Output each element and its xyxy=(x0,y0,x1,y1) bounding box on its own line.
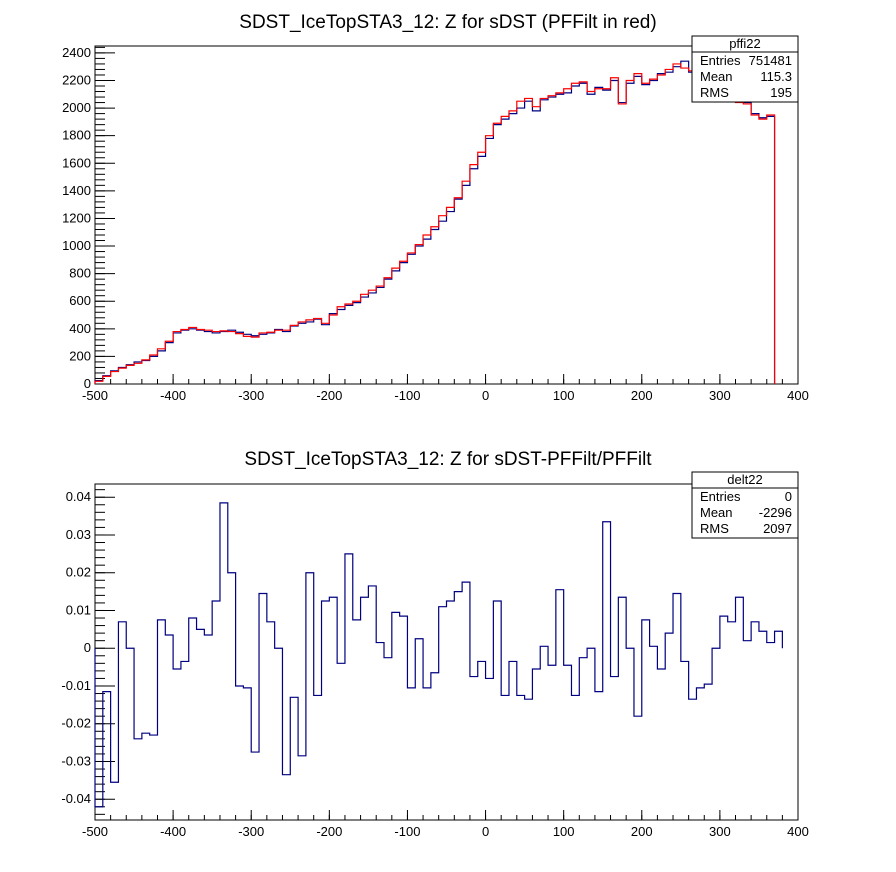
x-tick-label: -400 xyxy=(160,388,186,403)
y-tick-label: 0 xyxy=(84,376,91,391)
x-tick-label: 300 xyxy=(709,824,731,839)
y-tick-label: 200 xyxy=(69,348,91,363)
x-tick-label: -500 xyxy=(82,824,108,839)
y-tick-label: 600 xyxy=(69,293,91,308)
x-tick-label: 0 xyxy=(482,388,489,403)
bottom-axis-ticks: -500 -400 -300 -200 -100 0 100 200 300 400 -0.04 -0… xyxy=(61,489,809,839)
x-tick-label: -200 xyxy=(316,388,342,403)
x-tick-label: 400 xyxy=(787,388,809,403)
bottom-stats-entries-value: 0 xyxy=(785,489,792,504)
y-tick-label: 400 xyxy=(69,321,91,336)
y-tick-label: -0.01 xyxy=(61,678,91,693)
y-tick-label: 0.01 xyxy=(66,602,91,617)
y-tick-label: 0.02 xyxy=(66,565,91,580)
y-tick-label: 0.03 xyxy=(66,527,91,542)
bottom-stats-rms-value: 2097 xyxy=(763,521,792,536)
top-frame xyxy=(94,45,799,385)
x-tick-label: 100 xyxy=(553,824,575,839)
x-tick-label: 400 xyxy=(787,824,809,839)
y-tick-label: -0.02 xyxy=(61,716,91,731)
y-tick-label: 1400 xyxy=(62,183,91,198)
bottom-stats-name: delt22 xyxy=(727,472,762,487)
y-tick-label: 2000 xyxy=(62,100,91,115)
top-panel: SDST_IceTopSTA3_12: Z for sDST (PFFilt i… xyxy=(62,12,809,403)
bottom-title: SDST_IceTopSTA3_12: Z for sDST-PFFilt/PF… xyxy=(244,449,652,470)
top-series-group xyxy=(94,60,776,384)
y-tick-label: 1800 xyxy=(62,128,91,143)
top-stats-mean-label: Mean xyxy=(700,69,733,84)
y-tick-label: 2400 xyxy=(62,45,91,60)
bottom-stats-frame xyxy=(691,471,799,539)
y-tick-label: 1200 xyxy=(62,210,91,225)
x-tick-label: -300 xyxy=(238,388,264,403)
bottom-series-group xyxy=(94,502,783,808)
x-tick-label: 100 xyxy=(553,388,575,403)
bottom-stats-mean-label: Mean xyxy=(700,505,733,520)
top-stats-box: pffi22 Entries 751481 Mean 115.3 RMS 195 xyxy=(691,35,799,103)
y-tick-label: -0.04 xyxy=(61,791,91,806)
series-0-line xyxy=(94,502,783,808)
bottom-panel: SDST_IceTopSTA3_12: Z for sDST-PFFilt/PF… xyxy=(61,449,808,839)
top-title: SDST_IceTopSTA3_12: Z for sDST (PFFilt i… xyxy=(239,12,656,33)
top-stats-rms-value: 195 xyxy=(770,85,792,100)
bottom-stats-entries-label: Entries xyxy=(700,489,741,504)
x-tick-label: -500 xyxy=(82,388,108,403)
x-tick-label: 0 xyxy=(482,824,489,839)
x-tick-label: -200 xyxy=(316,824,342,839)
series-0-line xyxy=(94,60,776,384)
top-stats-rms-label: RMS xyxy=(700,85,729,100)
x-tick-label: 200 xyxy=(631,824,653,839)
y-tick-label: 1600 xyxy=(62,155,91,170)
x-tick-label: -100 xyxy=(394,388,420,403)
y-tick-label: 1000 xyxy=(62,238,91,253)
y-tick-label: -0.03 xyxy=(61,753,91,768)
series-1-line xyxy=(94,63,776,384)
y-tick-label: 800 xyxy=(69,266,91,281)
top-stats-mean-value: 115.3 xyxy=(760,69,792,84)
x-tick-label: -400 xyxy=(160,824,186,839)
top-stats-frame xyxy=(691,35,799,103)
bottom-stats-box: delt22 Entries 0 Mean -2296 RMS 2097 xyxy=(691,471,799,539)
y-tick-label: 2200 xyxy=(62,72,91,87)
x-tick-label: -300 xyxy=(238,824,264,839)
bottom-stats-rms-label: RMS xyxy=(700,521,729,536)
x-tick-label: -100 xyxy=(394,824,420,839)
x-tick-label: 300 xyxy=(709,388,731,403)
y-tick-label: 0.04 xyxy=(66,489,91,504)
bottom-stats-mean-value: -2296 xyxy=(759,505,792,520)
top-axis-ticks: -500 -400 -300 -200 -100 0 100 200 300 400 0 200 400… xyxy=(62,45,809,403)
top-stats-entries-value: 751481 xyxy=(749,53,792,68)
y-tick-label: 0 xyxy=(84,640,91,655)
x-tick-label: 200 xyxy=(631,388,653,403)
top-stats-name: pffi22 xyxy=(729,36,761,51)
top-stats-entries-label: Entries xyxy=(700,53,741,68)
